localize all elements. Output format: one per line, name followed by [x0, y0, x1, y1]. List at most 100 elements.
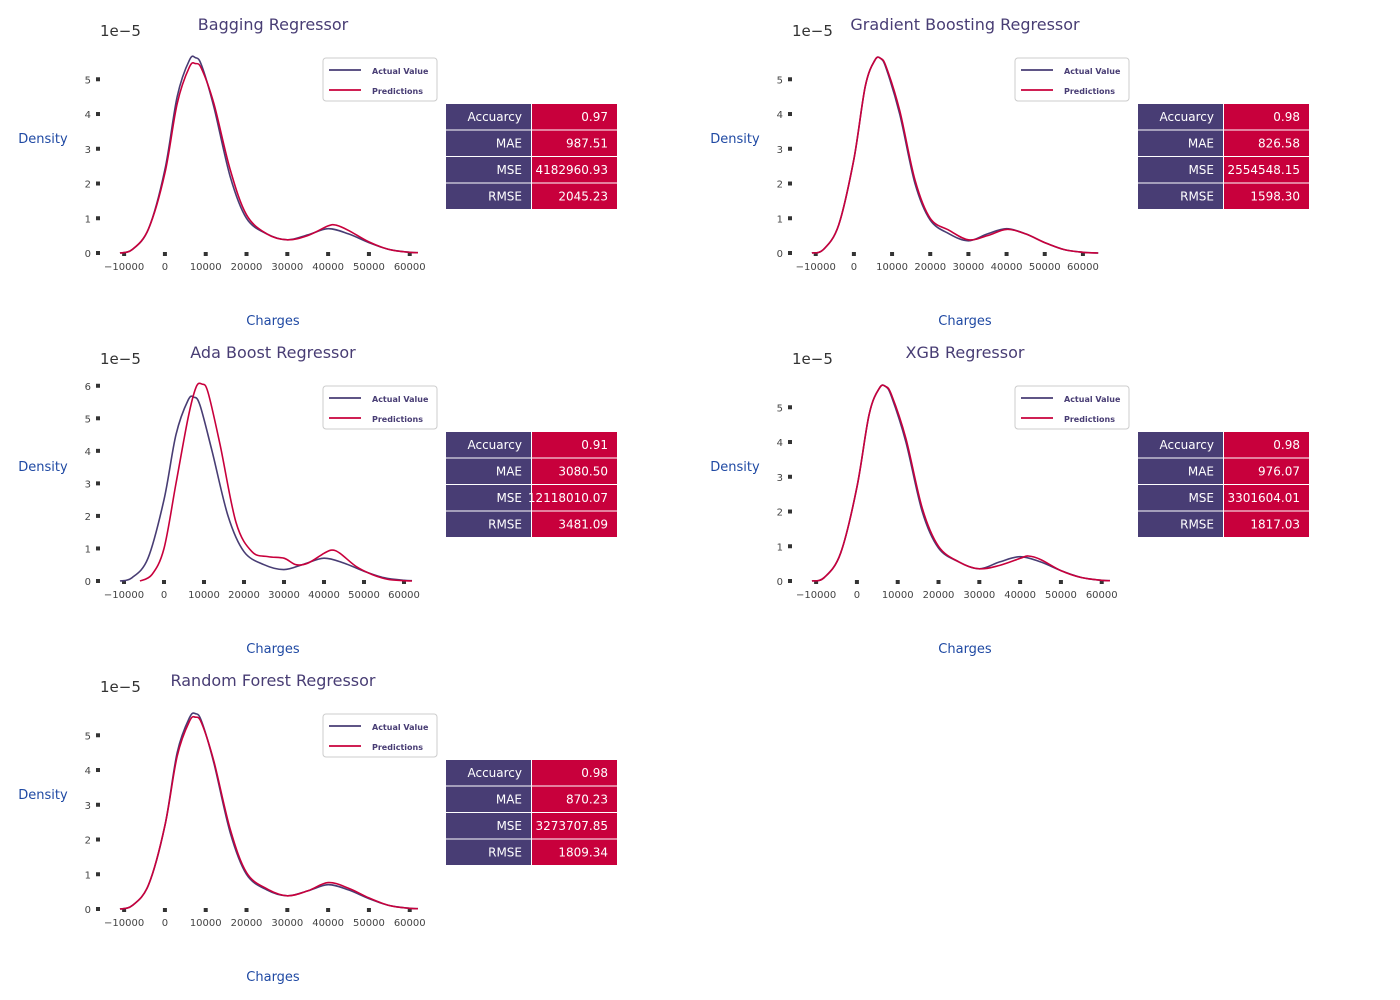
metric-value: 1598.30	[1250, 190, 1300, 204]
y-tick-mark	[96, 872, 100, 877]
metric-label-cell	[446, 104, 531, 130]
metric-value-cell	[532, 786, 617, 812]
chart-panel: XGB Regressor 1e−5 Density Charges 0 1 2 3 4 5 −10…	[710, 343, 1309, 657]
x-tick-mark	[366, 252, 371, 256]
y-tick-label: 2	[85, 180, 91, 191]
x-tick-mark	[1058, 580, 1063, 584]
y-tick-label: 5	[85, 75, 91, 86]
scale-label: 1e−5	[100, 678, 141, 696]
metric-value: 976.07	[1258, 465, 1300, 479]
y-tick-mark	[96, 448, 100, 453]
legend-label: Predictions	[372, 743, 423, 752]
metric-label-cell	[446, 485, 531, 511]
chart-panel: Bagging Regressor 1e−5 Density Charges 0 1 2 3 4…	[18, 15, 617, 329]
x-tick-label: −10000	[104, 918, 144, 929]
legend-label: Actual Value	[372, 723, 429, 732]
metric-label: Accuarcy	[1159, 438, 1214, 452]
y-tick-mark	[788, 112, 792, 117]
legend: Actual Value Predictions	[322, 57, 438, 102]
y-tick-label: 0	[85, 905, 91, 916]
x-tick-label: −10000	[104, 590, 144, 601]
x-tick-mark	[813, 252, 818, 256]
y-tick-label: 3	[85, 479, 91, 490]
y-tick-mark	[96, 579, 100, 583]
metric-value-cell	[532, 432, 617, 458]
y-tick-mark	[96, 546, 100, 551]
x-tick-label: 50000	[353, 918, 385, 929]
x-tick-mark	[244, 908, 249, 912]
metric-label-cell	[1138, 183, 1223, 209]
legend: Actual Value Predictions	[1014, 385, 1130, 430]
metric-label: MSE	[1188, 163, 1214, 177]
x-tick-label: 50000	[1045, 590, 1077, 601]
metrics-table: Accuarcy 0.91 MAE 3080.50 MSE 12118010.07 RMSE…	[446, 432, 617, 537]
y-tick-mark	[788, 216, 792, 221]
x-tick-mark	[1018, 580, 1023, 584]
x-tick-label: 30000	[271, 262, 303, 273]
x-tick-label: 40000	[991, 262, 1023, 273]
y-tick-label: 3	[777, 145, 783, 156]
metric-label: RMSE	[488, 190, 522, 204]
x-tick-label: −10000	[104, 262, 144, 273]
metric-label: RMSE	[488, 518, 522, 532]
metric-value-cell	[532, 813, 617, 839]
x-axis-label: Charges	[246, 314, 300, 329]
series-line-predictions	[139, 382, 413, 582]
metric-label: Accuarcy	[467, 110, 522, 124]
y-tick-mark	[788, 77, 792, 82]
y-tick-mark	[788, 181, 792, 186]
metric-label-cell	[446, 183, 531, 209]
x-tick-label: 60000	[1086, 590, 1118, 601]
x-tick-label: 30000	[268, 590, 300, 601]
y-tick-mark	[96, 251, 100, 255]
x-tick-mark	[326, 908, 331, 912]
x-tick-label: 0	[162, 262, 168, 273]
y-tick-label: 5	[777, 403, 783, 414]
x-tick-mark	[202, 580, 206, 584]
x-tick-label: 30000	[963, 590, 995, 601]
y-tick-label: 4	[777, 438, 783, 449]
x-tick-mark	[1004, 252, 1009, 256]
metric-value: 2554548.15	[1227, 163, 1300, 177]
metric-value: 4182960.93	[535, 163, 608, 177]
x-tick-mark	[928, 252, 933, 256]
metric-label-cell	[446, 130, 531, 156]
x-axis-label: Charges	[246, 642, 300, 657]
x-tick-label: 0	[161, 590, 167, 601]
scale-label: 1e−5	[100, 22, 141, 40]
metric-value: 2045.23	[558, 190, 608, 204]
metric-label: RMSE	[488, 846, 522, 860]
x-tick-mark	[366, 908, 371, 912]
chart-title: Gradient Boosting Regressor	[850, 15, 1080, 34]
metric-label: MSE	[496, 491, 522, 505]
y-tick-label: 4	[777, 110, 783, 121]
chart-panel: Random Forest Regressor 1e−5 Density Charge…	[18, 671, 617, 985]
y-tick-label: 2	[85, 836, 91, 847]
x-tick-mark	[895, 580, 900, 584]
metric-value: 12118010.07	[528, 491, 608, 505]
x-tick-label: 50000	[1029, 262, 1061, 273]
metric-value-cell	[1224, 130, 1309, 156]
x-tick-mark	[285, 908, 290, 912]
x-tick-mark	[851, 252, 856, 256]
metric-value-cell	[1224, 511, 1309, 537]
x-tick-label: 60000	[388, 590, 420, 601]
y-tick-label: 3	[85, 801, 91, 812]
metric-label: RMSE	[1180, 190, 1214, 204]
metric-label: Accuarcy	[467, 438, 522, 452]
metric-value-cell	[1224, 104, 1309, 130]
x-tick-mark	[162, 580, 166, 584]
y-tick-mark	[788, 579, 792, 583]
x-tick-label: 50000	[353, 262, 385, 273]
metric-label-cell	[446, 157, 531, 183]
x-tick-label: 10000	[876, 262, 908, 273]
x-tick-mark	[854, 580, 859, 584]
chart-panel: Gradient Boosting Regressor 1e−5 Density Ch…	[710, 15, 1309, 329]
legend: Actual Value Predictions	[322, 713, 438, 758]
x-tick-label: 40000	[308, 590, 340, 601]
x-tick-mark	[242, 580, 246, 584]
x-tick-label: 50000	[348, 590, 380, 601]
series-line-predictions	[811, 384, 1110, 582]
y-tick-mark	[96, 837, 100, 842]
